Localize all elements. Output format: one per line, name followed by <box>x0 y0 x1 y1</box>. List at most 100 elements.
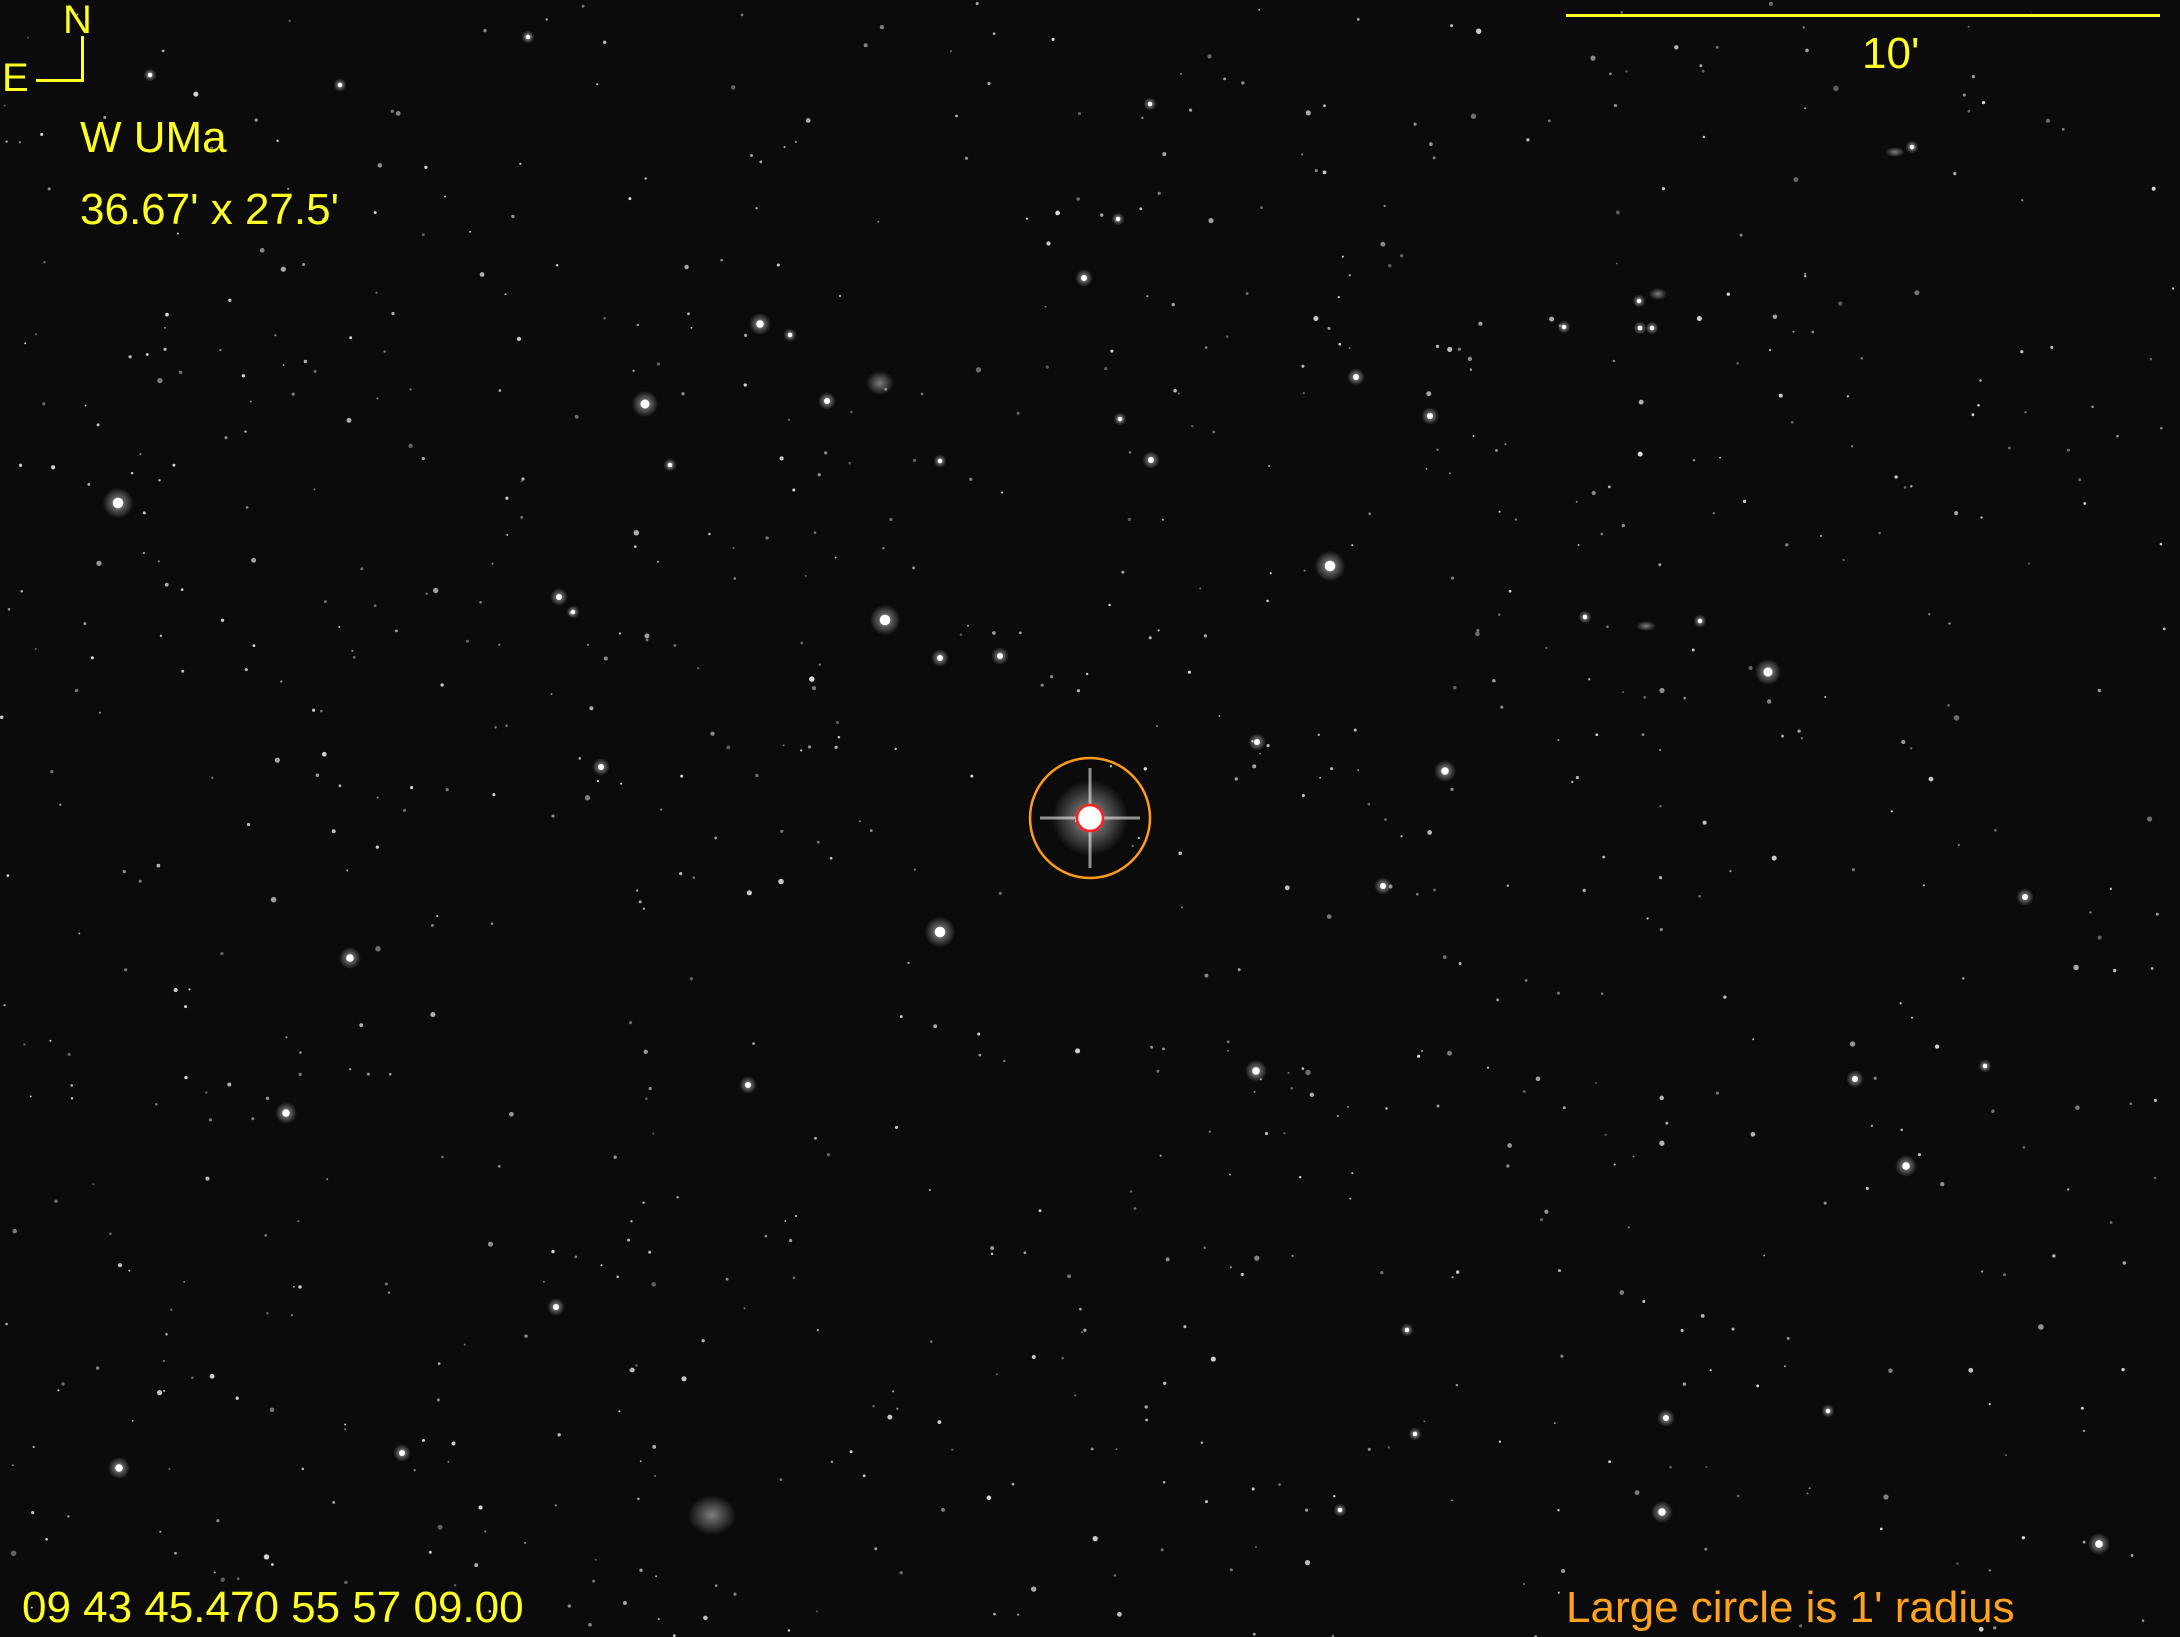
faint-star <box>244 430 247 433</box>
faint-star <box>1918 1153 1921 1157</box>
faint-star <box>1385 1107 1388 1110</box>
faint-star <box>1133 1207 1137 1210</box>
galaxy-smudge <box>1636 621 1656 631</box>
faint-star <box>2073 964 2079 971</box>
faint-star <box>1914 290 1920 296</box>
faint-star <box>228 298 232 302</box>
faint-star <box>219 349 222 352</box>
faint-star <box>1544 1209 1549 1214</box>
faint-star <box>659 808 663 811</box>
faint-star <box>2089 911 2092 914</box>
faint-star <box>524 1334 528 1338</box>
faint-star <box>346 417 352 423</box>
faint-star <box>413 1469 416 1472</box>
faint-star <box>1600 992 1604 996</box>
star <box>553 1304 559 1310</box>
faint-star <box>692 876 696 879</box>
faint-star <box>2122 1261 2126 1265</box>
faint-star <box>779 456 784 461</box>
faint-star <box>787 418 791 421</box>
faint-star <box>1121 570 1125 574</box>
faint-star <box>1229 1266 1232 1269</box>
faint-star <box>447 1460 450 1463</box>
faint-star <box>1709 1369 1712 1372</box>
faint-star <box>899 1571 903 1575</box>
faint-star <box>158 479 161 482</box>
faint-star <box>655 1575 657 1578</box>
faint-star <box>784 1219 787 1222</box>
faint-star <box>1769 348 1772 352</box>
faint-star <box>1467 356 1473 362</box>
faint-star <box>912 458 917 463</box>
faint-star <box>2066 448 2070 452</box>
faint-star <box>1450 576 1455 580</box>
faint-star <box>1237 968 1241 972</box>
faint-star <box>725 1277 729 1281</box>
faint-star <box>1643 695 1647 699</box>
faint-star <box>1160 1548 1164 1552</box>
star <box>1254 739 1260 745</box>
faint-star <box>1971 413 1975 417</box>
faint-star <box>816 1329 819 1332</box>
faint-star <box>1478 321 1483 326</box>
faint-star <box>1077 112 1082 116</box>
star <box>667 462 673 468</box>
faint-star <box>1962 93 1966 97</box>
faint-star <box>759 160 763 164</box>
faint-star <box>491 562 494 565</box>
faint-star <box>743 383 747 387</box>
faint-star <box>1400 835 1403 838</box>
faint-star <box>1526 138 1530 142</box>
faint-star <box>732 546 735 549</box>
faint-star <box>1540 1218 1544 1222</box>
faint-star <box>1968 1367 1974 1373</box>
faint-star <box>818 663 822 666</box>
faint-star <box>1739 233 1743 237</box>
faint-star <box>1934 1044 1940 1049</box>
star <box>1909 144 1915 150</box>
faint-star <box>835 720 839 725</box>
faint-star <box>1157 191 1161 196</box>
faint-star <box>2083 502 2087 505</box>
faint-star <box>1497 613 1501 616</box>
faint-star <box>603 40 607 44</box>
faint-star <box>792 488 796 492</box>
faint-star <box>424 165 428 170</box>
faint-star <box>1851 868 1856 872</box>
faint-star <box>681 1376 687 1382</box>
star <box>1404 1327 1410 1333</box>
faint-star <box>2075 1105 2080 1110</box>
faint-star <box>1894 475 1898 479</box>
faint-star <box>1323 104 1326 107</box>
faint-star <box>1715 1091 1720 1095</box>
faint-star <box>326 1178 329 1181</box>
faint-star <box>246 822 251 827</box>
faint-star <box>826 1152 831 1157</box>
faint-star <box>1011 1482 1015 1486</box>
faint-star <box>1003 1059 1006 1063</box>
faint-star <box>2050 345 2054 349</box>
faint-star <box>1327 326 1331 330</box>
faint-star <box>1824 695 1827 698</box>
faint-star <box>338 625 341 628</box>
faint-star <box>1980 516 1983 519</box>
faint-star <box>1962 977 1965 980</box>
faint-star <box>1802 26 1805 29</box>
faint-star <box>1380 1271 1384 1275</box>
faint-star <box>794 140 797 143</box>
faint-star <box>1067 1274 1071 1279</box>
faint-star <box>1506 884 1510 887</box>
star <box>1081 275 1087 281</box>
faint-star <box>1137 836 1140 840</box>
star <box>1561 324 1567 330</box>
faint-star <box>1613 1163 1616 1166</box>
faint-star <box>1726 292 1730 296</box>
faint-star <box>1522 1090 1526 1093</box>
faint-star <box>1357 769 1360 772</box>
faint-star <box>323 600 327 604</box>
faint-star <box>1351 544 1354 547</box>
star <box>1115 216 1121 222</box>
faint-star <box>6 874 10 877</box>
faint-star <box>142 511 146 515</box>
faint-star <box>1771 855 1777 861</box>
